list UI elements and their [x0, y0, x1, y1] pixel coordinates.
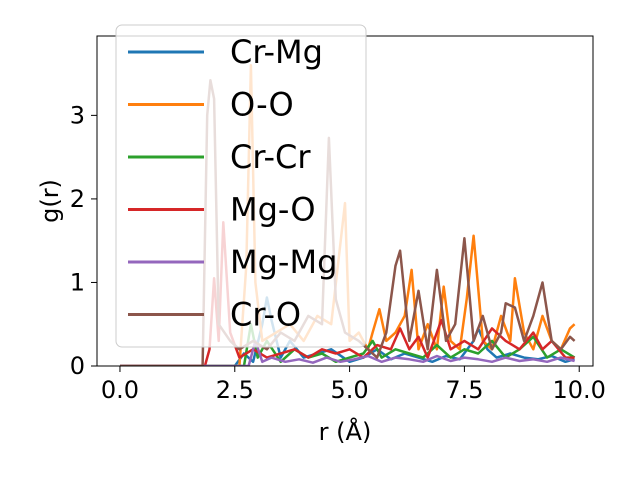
legend: Cr-Mg O-O Cr-Cr Mg-O Mg-Mg Cr-O [115, 24, 367, 348]
series-line-cr-o [120, 79, 576, 366]
legend-label-mg-mg: Mg-Mg [230, 243, 337, 281]
series-line-mg-mg [120, 339, 575, 366]
x-tick-label: 2.5 [216, 376, 254, 404]
x-tick-label: 0.0 [101, 376, 139, 404]
y-tick-label: 0 [70, 352, 85, 380]
x-tick-label: 5.0 [331, 376, 369, 404]
y-tick-label: 1 [70, 268, 85, 296]
y-axis: 0 1 2 3 [70, 101, 97, 380]
y-tick-label: 2 [70, 185, 85, 213]
x-axis: 0.0 2.5 5.0 7.5 10.0 [101, 366, 606, 404]
x-tick-label: 10.0 [553, 376, 606, 404]
legend-label-mg-o: Mg-O [230, 191, 316, 229]
series-line-cr-cr [120, 322, 576, 366]
legend-label-cr-mg: Cr-Mg [230, 33, 323, 71]
legend-label-cr-o: Cr-O [230, 296, 301, 334]
x-tick-label: 7.5 [445, 376, 483, 404]
legend-label-cr-cr: Cr-Cr [230, 138, 311, 176]
x-axis-label: r (Å) [319, 417, 372, 446]
legend-label-o-o: O-O [230, 86, 294, 124]
y-tick-label: 3 [70, 101, 85, 129]
y-axis-label: g(r) [36, 179, 64, 223]
